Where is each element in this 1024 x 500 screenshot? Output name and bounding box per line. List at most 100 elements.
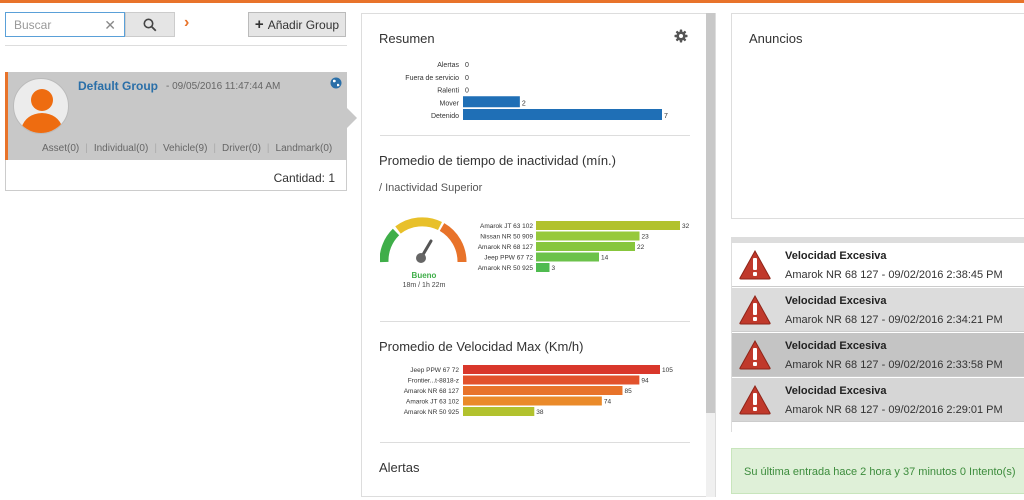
tick-label: Ralenti xyxy=(437,88,459,95)
alert-list: Velocidad Excesiva Amarok NR 68 127 - 09… xyxy=(731,237,1024,432)
separator: | xyxy=(154,143,157,154)
resumen-title: Resumen xyxy=(379,31,435,46)
group-count: Cantidad: 1 xyxy=(5,160,347,191)
count-individual[interactable]: Individual(0) xyxy=(93,143,149,154)
bar xyxy=(463,386,623,395)
tick-label: Nissan NR 50 909 xyxy=(480,234,533,241)
gear-icon[interactable] xyxy=(674,29,688,43)
group-card[interactable]: Default Group - 09/05/2016 11:47:44 AM A… xyxy=(5,72,347,160)
status-text: Su última entrada hace 2 hora y 37 minut… xyxy=(744,466,1016,478)
inactividad-subtitle: / Inactividad Superior xyxy=(379,182,483,194)
data-label: 0 xyxy=(465,88,469,95)
gauge-label: Bueno xyxy=(411,271,437,280)
data-label: 23 xyxy=(642,234,650,241)
data-label: 14 xyxy=(601,255,609,262)
last-login-status: Su última entrada hace 2 hora y 37 minut… xyxy=(731,448,1024,494)
velocidad-chart: Jeep PPW 67 72 105 Frontier...t-8818-z 94 Am… xyxy=(404,365,673,416)
bar xyxy=(536,231,640,241)
data-label: 105 xyxy=(662,367,673,374)
group-counts: Asset(0) | Individual(0) | Vehicle(9) | Dri… xyxy=(8,143,347,154)
anuncios-title: Anuncios xyxy=(749,31,803,46)
resumen-chart: Alertas 0 Fuera de servicio 0 Ralenti 0 Mover 2… xyxy=(405,62,668,120)
tick-label: Amarok NR 50 925 xyxy=(404,409,460,416)
clear-icon[interactable]: ✕ xyxy=(104,17,116,33)
bar xyxy=(536,242,635,251)
tick-label: Amarok NR 68 127 xyxy=(404,388,460,395)
warning-icon xyxy=(739,250,771,280)
bar xyxy=(463,396,602,406)
data-label: 74 xyxy=(604,399,612,406)
tick-label: Detenido xyxy=(431,113,459,120)
data-label: 85 xyxy=(624,388,632,395)
count-asset[interactable]: Asset(0) xyxy=(42,143,80,154)
data-label: 0 xyxy=(465,62,469,69)
data-label: 0 xyxy=(465,75,469,82)
bar xyxy=(463,407,535,416)
tick-label: Fuera de servicio xyxy=(405,75,459,82)
bar xyxy=(536,263,550,272)
tick-label: Amarok JT 63 102 xyxy=(480,223,533,230)
group-name[interactable]: Default Group xyxy=(78,79,158,93)
tick-label: Mover xyxy=(440,100,460,107)
separator: | xyxy=(85,143,88,154)
separator: | xyxy=(213,143,217,154)
group-date: - 09/05/2016 11:47:44 AM xyxy=(166,81,281,92)
plus-icon: + xyxy=(254,16,264,33)
gauge-value: 18m / 1h 22m xyxy=(402,282,446,289)
count-vehicle[interactable]: Vehicle(9) xyxy=(162,143,208,154)
add-group-label: Añadir Group xyxy=(267,17,340,32)
search-icon xyxy=(143,18,157,31)
divider xyxy=(5,45,347,46)
alert-item[interactable]: Velocidad Excesiva Amarok NR 68 127 - 09… xyxy=(732,288,1024,332)
bar xyxy=(463,375,640,385)
alert-detail: Amarok NR 68 127 - 09/02/2016 2:38:45 PM xyxy=(785,269,1003,281)
tick-label: Jeep PPW 67 72 xyxy=(484,255,533,262)
data-label: 38 xyxy=(536,409,544,416)
avatar xyxy=(13,78,69,134)
alert-title: Velocidad Excesiva xyxy=(785,340,887,352)
alertas-title: Alertas xyxy=(379,460,420,475)
search-input[interactable] xyxy=(6,13,124,36)
bar xyxy=(463,365,660,374)
search-field[interactable]: ✕ xyxy=(5,12,125,37)
alert-item[interactable]: Velocidad Excesiva Amarok NR 68 127 - 09… xyxy=(732,333,1024,377)
data-label: 3 xyxy=(552,265,556,272)
alert-title: Velocidad Excesiva xyxy=(785,250,887,262)
chevron-right-icon[interactable]: › xyxy=(184,14,190,31)
count-landmark[interactable]: Landmark(0) xyxy=(275,143,333,154)
divider xyxy=(380,321,690,322)
tick-label: Amarok NR 68 127 xyxy=(478,244,534,251)
data-label: 94 xyxy=(641,378,649,385)
velocidad-title: Promedio de Velocidad Max (Km/h) xyxy=(379,339,584,354)
separator: | xyxy=(266,143,270,154)
bar xyxy=(536,221,680,230)
count-driver[interactable]: Driver(0) xyxy=(222,143,261,154)
data-label: 7 xyxy=(664,113,668,120)
add-group-button[interactable]: + Añadir Group xyxy=(248,12,346,37)
tick-label: Amarok NR 50 925 xyxy=(478,265,534,272)
tick-label: Amarok JT 63 102 xyxy=(406,399,459,406)
bar xyxy=(463,96,520,108)
dashboard-panel: Resumen Alertas 0 Fuera de servicio 0 Ralent… xyxy=(361,13,716,497)
search-button[interactable] xyxy=(125,12,175,37)
warning-icon xyxy=(739,385,771,415)
tick-label: Frontier...t-8818-z xyxy=(408,378,459,385)
divider xyxy=(380,135,690,136)
anuncios-panel: Anuncios xyxy=(731,13,1024,219)
data-label: 22 xyxy=(637,244,645,251)
inactividad-chart: Amarok JT 63 102 32 Nissan NR 50 909 23 Amar… xyxy=(478,221,690,272)
globe-icon[interactable] xyxy=(330,77,342,89)
scrollbar-thumb[interactable] xyxy=(706,13,715,413)
warning-icon xyxy=(739,295,771,325)
divider xyxy=(380,442,690,443)
warning-icon xyxy=(739,340,771,370)
alert-item[interactable]: Velocidad Excesiva Amarok NR 68 127 - 09… xyxy=(732,243,1024,287)
inactividad-title: Promedio de tiempo de inactividad (mín.) xyxy=(379,153,617,168)
selection-arrow xyxy=(347,108,357,128)
bar xyxy=(536,252,599,262)
tick-label: Alertas xyxy=(437,62,459,69)
alert-item[interactable]: Velocidad Excesiva Amarok NR 68 127 - 09… xyxy=(732,378,1024,422)
data-label: 2 xyxy=(522,100,526,107)
user-silhouette-icon xyxy=(20,89,64,133)
count-label: Cantidad: 1 xyxy=(273,171,335,185)
